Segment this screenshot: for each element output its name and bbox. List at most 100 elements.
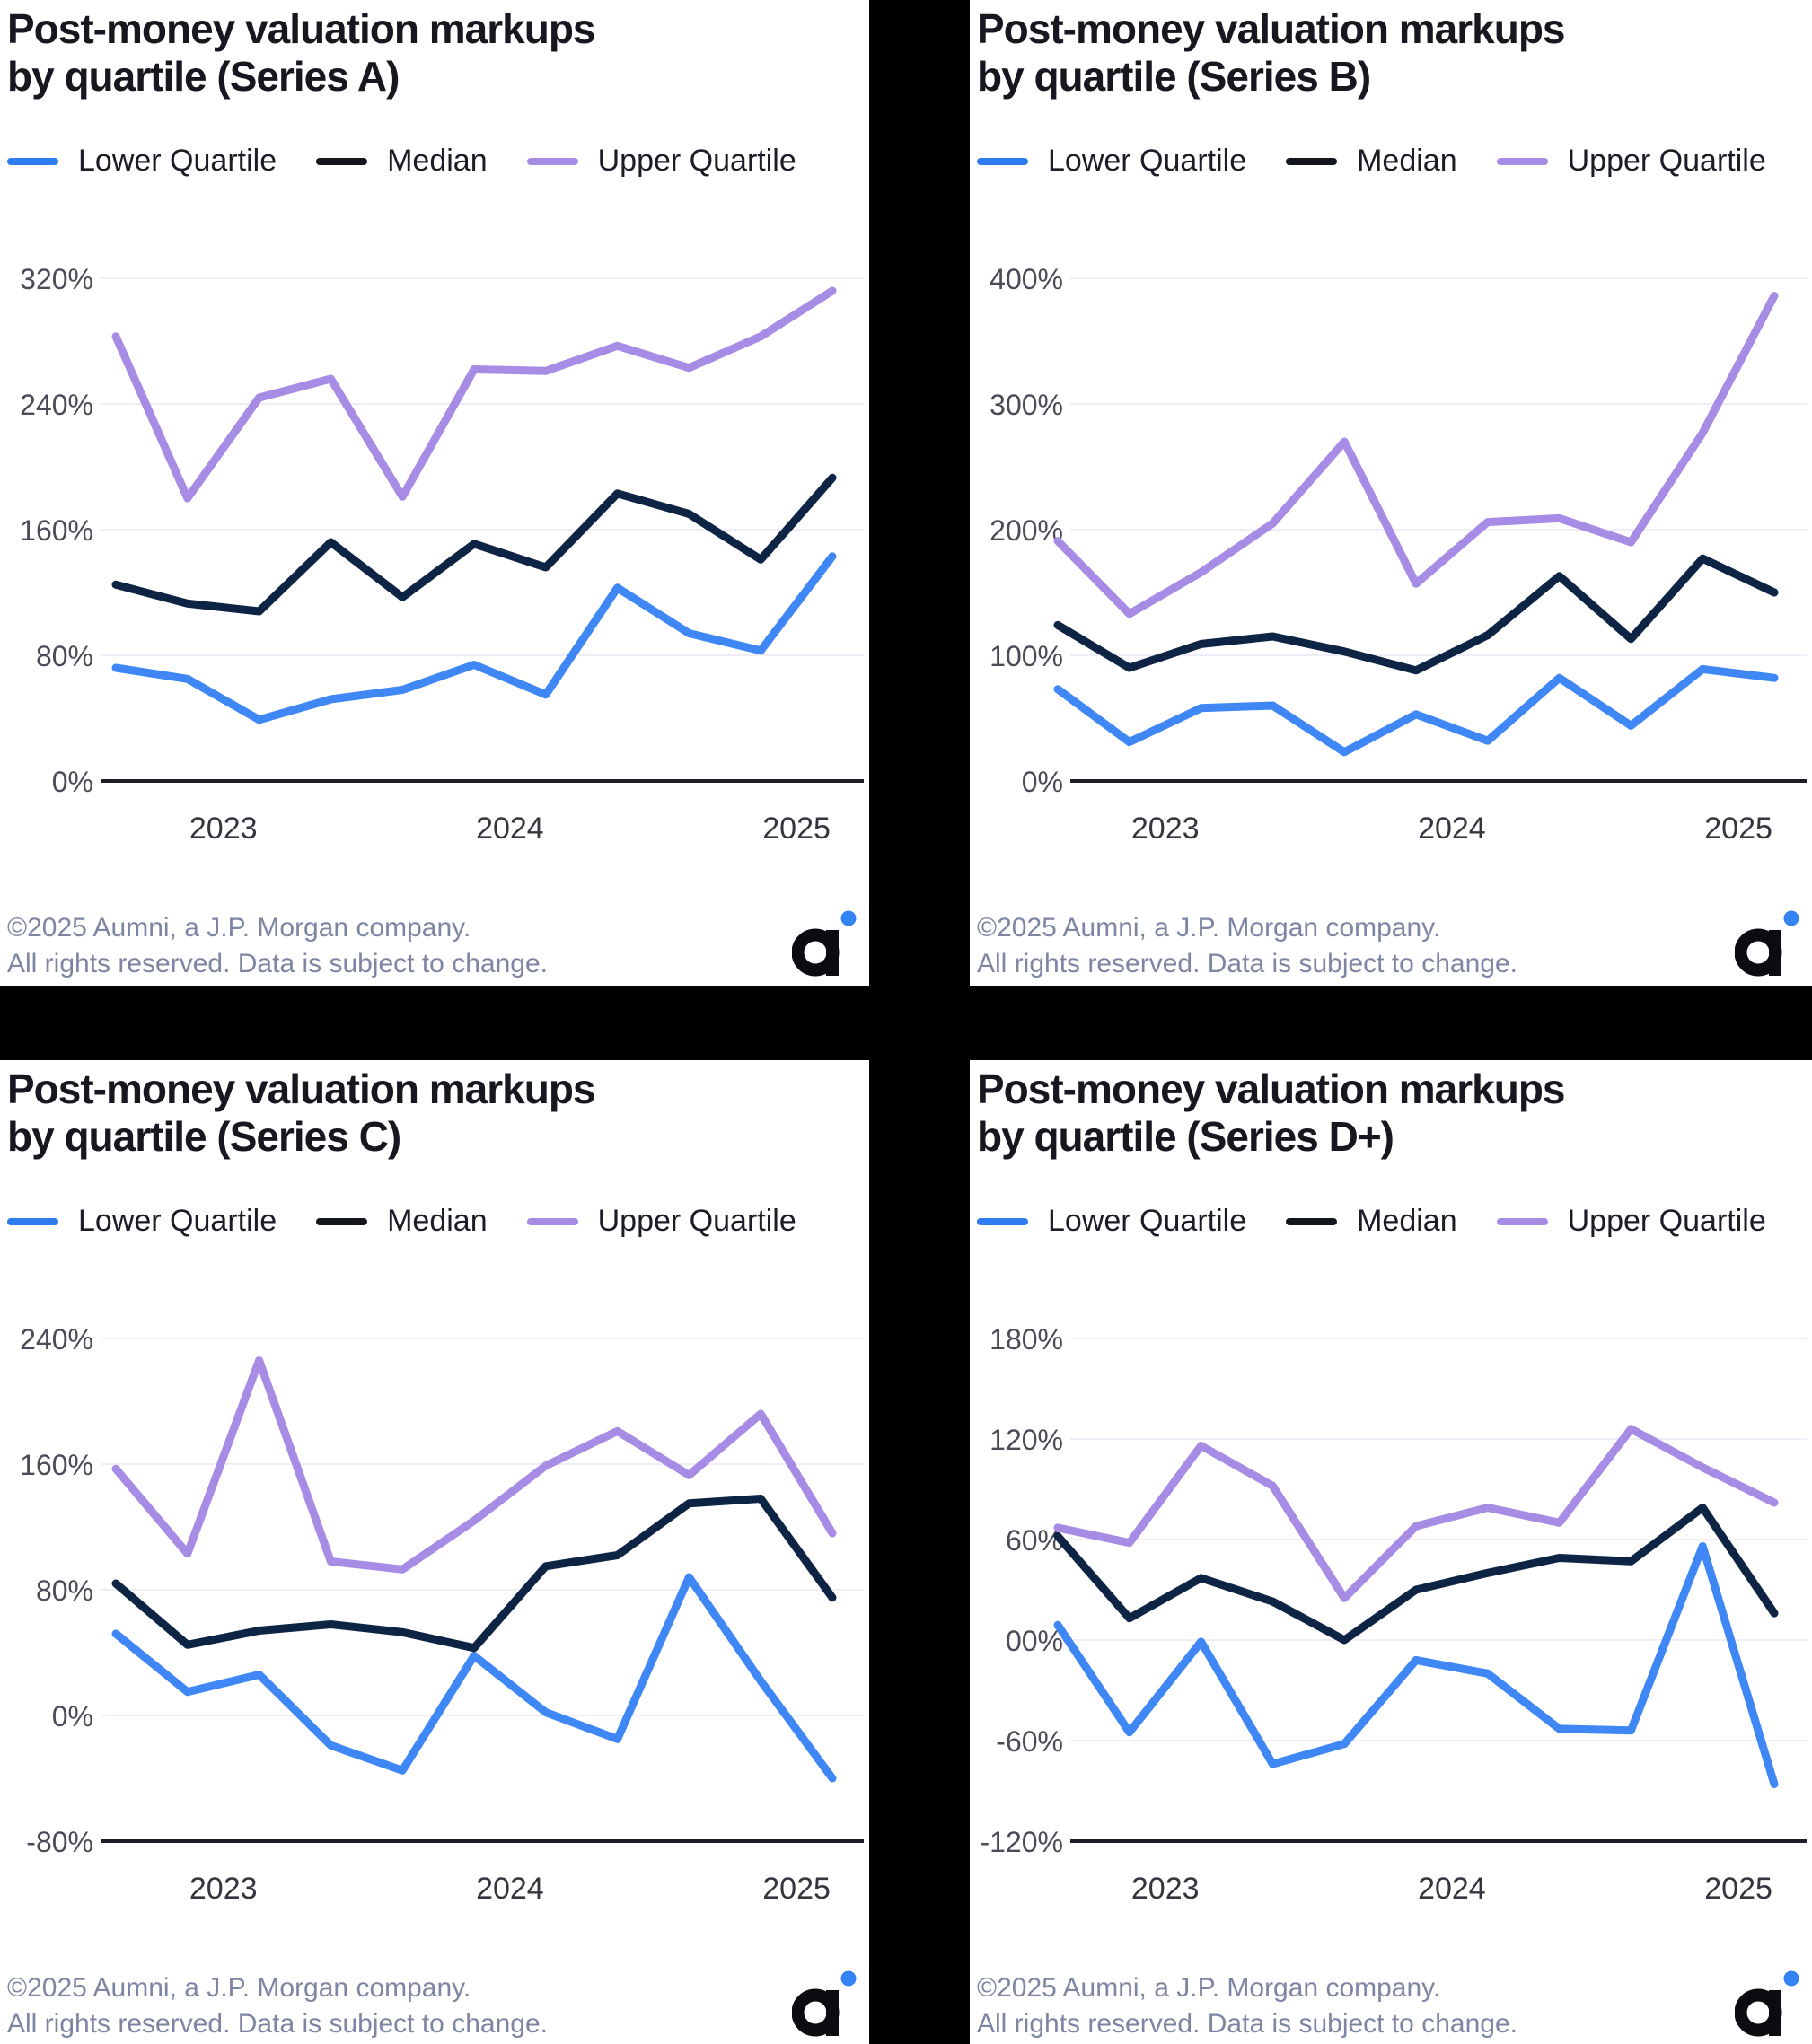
footer-line2: All rights reserved. Data is subject to … (977, 2009, 1517, 2039)
svg-text:-120%: -120% (981, 1826, 1064, 1858)
svg-text:200%: 200% (990, 514, 1063, 547)
legend-label: Lower Quartile (1048, 1204, 1247, 1238)
legend-dash-upper-quartile-icon (526, 157, 578, 165)
legend-item-lower-quartile: Lower Quartile (7, 144, 277, 179)
legend-dash-lower-quartile-icon (7, 1217, 58, 1225)
chart-card-series-b: Post-money valuation markups by quartile … (970, 0, 1812, 986)
legend-dash-lower-quartile-icon (977, 1217, 1028, 1225)
svg-text:2025: 2025 (1704, 811, 1772, 846)
svg-text:300%: 300% (990, 389, 1063, 421)
legend-dash-upper-quartile-icon (1496, 157, 1548, 165)
svg-text:60%: 60% (1006, 1524, 1063, 1557)
svg-text:2023: 2023 (1131, 1872, 1200, 1906)
chart-title-line2: by quartile (Series A) (7, 53, 400, 101)
svg-text:2024: 2024 (476, 811, 544, 846)
legend: Lower Quartile Median Upper Quartile (7, 1204, 836, 1239)
legend-label: Median (387, 1204, 488, 1238)
logo-blue-dot (840, 1970, 857, 1987)
legend-label: Upper Quartile (1567, 1204, 1766, 1238)
legend-item-upper-quartile: Upper Quartile (526, 144, 796, 179)
logo-blue-dot (1783, 1970, 1799, 1987)
legend-dash-median-icon (316, 157, 368, 165)
svg-text:2023: 2023 (189, 811, 258, 846)
legend-item-upper-quartile: Upper Quartile (526, 1204, 796, 1239)
svg-text:2024: 2024 (476, 1872, 544, 1906)
legend-dash-median-icon (1286, 1217, 1338, 1225)
svg-text:160%: 160% (20, 1449, 93, 1481)
legend-item-lower-quartile: Lower Quartile (7, 1204, 277, 1239)
aumni-logo-icon (1735, 1970, 1799, 2037)
legend-dash-median-icon (316, 1217, 368, 1225)
legend-item-median: Median (1286, 144, 1457, 179)
svg-text:180%: 180% (990, 1323, 1063, 1355)
chart-title-line1: Post-money valuation markups (7, 1066, 595, 1112)
chart-card-series-c: Post-money valuation markups by quartile … (0, 1060, 869, 2044)
legend-dash-median-icon (1286, 157, 1338, 165)
svg-text:0%: 0% (1022, 766, 1063, 798)
chart-title: Post-money valuation markups by quartile … (7, 5, 595, 101)
footer-line1: ©2025 Aumni, a J.P. Morgan company. (7, 913, 471, 943)
svg-text:80%: 80% (36, 640, 93, 672)
svg-text:120%: 120% (990, 1424, 1063, 1456)
legend-dash-upper-quartile-icon (1496, 1217, 1548, 1225)
legend-label: Upper Quartile (597, 144, 796, 178)
footer-line2: All rights reserved. Data is subject to … (977, 949, 1517, 978)
svg-text:2023: 2023 (189, 1872, 258, 1906)
aumni-logo-icon (1735, 910, 1799, 977)
svg-text:0%: 0% (52, 1700, 93, 1733)
chart-card-series-d-plus: Post-money valuation markups by quartile … (970, 1060, 1812, 2044)
legend-item-upper-quartile: Upper Quartile (1496, 144, 1766, 179)
svg-text:240%: 240% (20, 1323, 93, 1355)
chart-title-line1: Post-money valuation markups (977, 1066, 1565, 1112)
svg-text:-80%: -80% (26, 1826, 93, 1858)
svg-text:2024: 2024 (1418, 811, 1486, 846)
svg-text:-60%: -60% (996, 1725, 1063, 1758)
svg-text:2024: 2024 (1418, 1872, 1486, 1906)
legend-dash-lower-quartile-icon (977, 157, 1028, 165)
logo-blue-dot (1783, 910, 1799, 926)
legend-label: Median (1357, 144, 1457, 178)
chart-title-line2: by quartile (Series B) (977, 53, 1371, 101)
legend: Lower Quartile Median Upper Quartile (7, 144, 836, 179)
chart-title: Post-money valuation markups by quartile … (977, 1066, 1565, 1162)
svg-text:240%: 240% (20, 389, 93, 421)
line-chart-svg: 240% 160% 80% 0% -80% 2023 2024 2025 (20, 1323, 864, 1906)
legend-item-median: Median (316, 144, 488, 179)
legend-item-lower-quartile: Lower Quartile (977, 1204, 1246, 1239)
chart-title-line2: by quartile (Series C) (7, 1113, 401, 1161)
legend-label: Median (1357, 1204, 1457, 1238)
line-chart-svg: 320% 240% 160% 80% 0% 2023 2024 2025 (20, 263, 864, 846)
footer-line2: All rights reserved. Data is subject to … (7, 2009, 548, 2039)
copyright-footer: ©2025 Aumni, a J.P. Morgan company. All … (7, 910, 548, 982)
copyright-footer: ©2025 Aumni, a J.P. Morgan company. All … (7, 1970, 548, 2042)
copyright-footer: ©2025 Aumni, a J.P. Morgan company. All … (977, 1970, 1517, 2042)
legend: Lower Quartile Median Upper Quartile (977, 1204, 1806, 1239)
chart-title: Post-money valuation markups by quartile … (7, 1066, 595, 1162)
footer-line1: ©2025 Aumni, a J.P. Morgan company. (7, 1973, 471, 2003)
aumni-logo-icon (792, 910, 857, 977)
aumni-logo-icon (792, 1970, 857, 2037)
footer-line2: All rights reserved. Data is subject to … (7, 949, 548, 978)
legend-dash-lower-quartile-icon (7, 157, 58, 165)
legend-label: Median (387, 144, 488, 178)
svg-text:160%: 160% (20, 514, 93, 547)
legend-item-lower-quartile: Lower Quartile (977, 144, 1246, 179)
legend-item-upper-quartile: Upper Quartile (1496, 1204, 1766, 1239)
svg-text:00%: 00% (1006, 1625, 1063, 1657)
chart-title-line1: Post-money valuation markups (977, 5, 1565, 52)
legend-item-median: Median (316, 1204, 488, 1239)
legend-label: Upper Quartile (597, 1204, 796, 1238)
legend: Lower Quartile Median Upper Quartile (977, 144, 1806, 179)
line-chart-svg: 180% 120% 60% 00% -60% -120% 2023 2024 2025 (981, 1323, 1807, 1906)
legend-label: Upper Quartile (1567, 144, 1766, 178)
legend-label: Lower Quartile (1048, 144, 1247, 178)
footer-line1: ©2025 Aumni, a J.P. Morgan company. (977, 913, 1441, 943)
svg-text:2023: 2023 (1131, 811, 1200, 846)
chart-card-series-a: Post-money valuation markups by quartile … (0, 0, 869, 986)
svg-text:320%: 320% (20, 263, 93, 295)
svg-text:2025: 2025 (762, 1872, 831, 1906)
svg-text:400%: 400% (990, 263, 1063, 295)
legend-dash-upper-quartile-icon (526, 1217, 578, 1225)
logo-blue-dot (840, 910, 857, 926)
